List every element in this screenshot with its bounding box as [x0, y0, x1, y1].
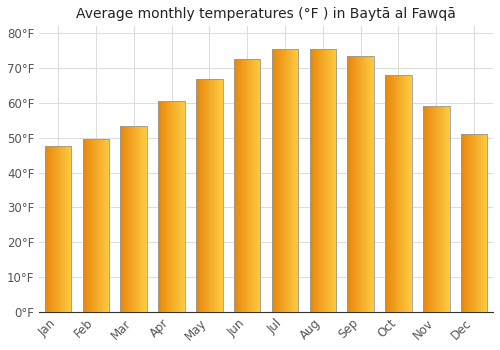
Bar	[461, 134, 487, 312]
Bar	[234, 60, 260, 312]
Bar	[82, 139, 109, 312]
Bar	[461, 134, 487, 312]
Bar	[158, 101, 185, 312]
Bar	[423, 106, 450, 312]
Bar	[45, 146, 72, 312]
Bar	[196, 78, 222, 312]
Bar	[272, 49, 298, 312]
Bar	[120, 126, 147, 312]
Bar	[158, 101, 185, 312]
Bar	[386, 75, 411, 312]
Bar	[310, 49, 336, 312]
Bar	[196, 78, 222, 312]
Bar	[82, 139, 109, 312]
Title: Average monthly temperatures (°F ) in Baytā al Fawqā: Average monthly temperatures (°F ) in Ba…	[76, 7, 456, 21]
Bar	[272, 49, 298, 312]
Bar	[45, 146, 72, 312]
Bar	[386, 75, 411, 312]
Bar	[423, 106, 450, 312]
Bar	[120, 126, 147, 312]
Bar	[348, 56, 374, 312]
Bar	[234, 60, 260, 312]
Bar	[310, 49, 336, 312]
Bar	[348, 56, 374, 312]
